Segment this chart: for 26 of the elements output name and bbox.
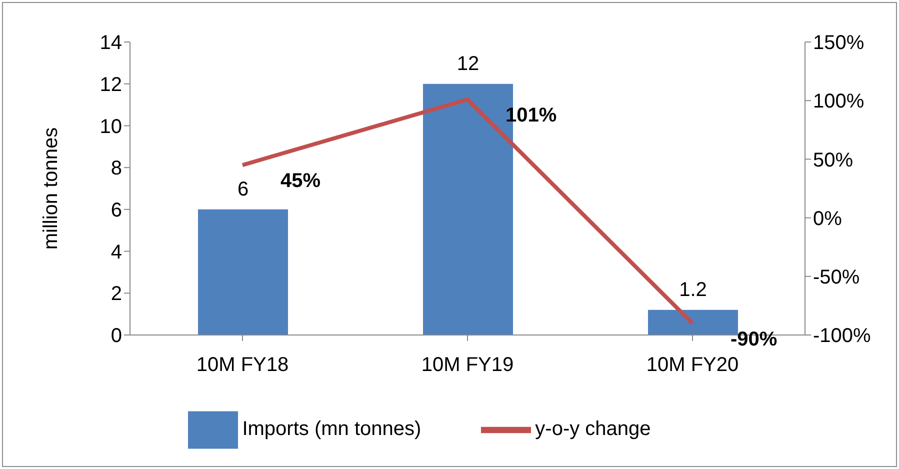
y-tick-label: 12: [100, 74, 122, 96]
data-label: 6: [237, 178, 249, 200]
x-tick-label: 10M FY18: [196, 354, 289, 376]
y2-tick-label: -50%: [813, 266, 860, 288]
y2-tick-label: 100%: [813, 90, 864, 113]
data-label: 1.2: [679, 278, 707, 301]
y-tick-label: 14: [100, 32, 122, 54]
y-tick-label: 2: [110, 283, 122, 306]
y-tick-label: 6: [110, 200, 122, 222]
y2-tick-label: 0%: [813, 208, 842, 230]
bar: [198, 209, 288, 335]
y-tick-label: 0: [110, 325, 122, 348]
y2-tick-label: -100%: [813, 325, 872, 348]
data-label: 12: [456, 52, 480, 75]
y-axis-title: million tonnes: [40, 127, 62, 250]
legend-label: y-o-y change: [535, 418, 651, 440]
y-tick-label: 8: [110, 158, 122, 180]
data-label: -90%: [730, 328, 778, 350]
y2-tick-label: 50%: [813, 149, 854, 172]
y-tick-label: 4: [110, 241, 122, 264]
y2-tick-label: 150%: [813, 32, 864, 54]
x-tick-label: 10M FY19: [421, 354, 514, 376]
y-tick-label: 10: [100, 116, 122, 138]
x-tick-label: 10M FY20: [646, 354, 739, 376]
legend-label: Imports (mn tonnes): [242, 418, 422, 440]
data-label: 45%: [280, 170, 321, 192]
